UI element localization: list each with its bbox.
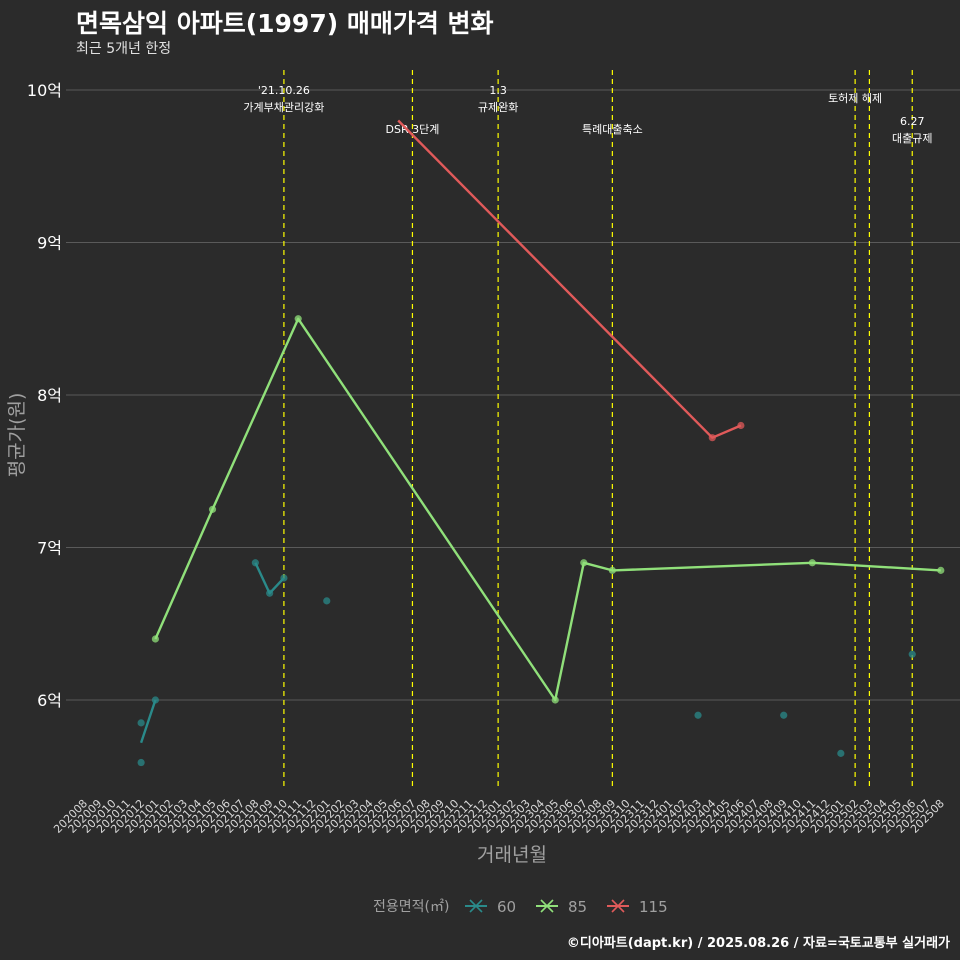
series-85-point	[208, 505, 217, 513]
legend-label-115: 115	[639, 898, 668, 916]
legend-key-60-x2	[469, 899, 483, 913]
legend-key-115-x2	[611, 899, 625, 913]
series-60-point	[837, 749, 845, 757]
series-85-point	[551, 696, 559, 704]
series-60-line	[254, 562, 285, 595]
series-115-line	[397, 119, 742, 439]
legend-label-60: 60	[497, 898, 516, 916]
series-60-point	[266, 589, 274, 597]
chart-title: 면목삼익 아파트(1997) 매매가격 변화	[76, 9, 494, 38]
series-60-point	[251, 559, 259, 567]
event-label: DSR 3단계	[386, 123, 440, 136]
series-60-point	[908, 650, 916, 658]
series-60-point	[323, 597, 331, 605]
x-axis-ticks: 2020082020092020102020112020122021012021…	[51, 797, 947, 836]
event-label: '21.10.26	[258, 84, 310, 97]
event-label: 대출규제	[892, 132, 932, 145]
series-lines	[139, 119, 941, 744]
event-label: 가계부채관리강화	[243, 101, 324, 114]
legend-title: 전용면적(㎡)	[373, 899, 449, 915]
series-60-point	[137, 719, 145, 727]
series-85-line	[154, 317, 941, 702]
y-tick-label: 6억	[37, 691, 62, 710]
event-label: 6.27	[900, 115, 925, 128]
series-85-point	[580, 559, 588, 567]
data-points	[137, 315, 945, 767]
series-85-point	[808, 559, 816, 567]
y-axis-label: 평균가(원)	[6, 393, 28, 478]
y-tick-label: 9억	[37, 234, 62, 253]
series-85-point	[937, 566, 945, 574]
event-label: 1.3	[489, 84, 507, 97]
legend: 전용면적(㎡) 60 85 115	[373, 898, 668, 916]
series-60-point	[280, 574, 288, 582]
series-60-line	[139, 699, 157, 744]
event-label: 특례대출축소	[582, 123, 643, 136]
series-115-point	[737, 421, 745, 430]
series-60-point	[137, 758, 145, 767]
y-tick-label: 7억	[37, 539, 62, 558]
source-caption: ©디아파트(dapt.kr) / 2025.08.26 / 자료=국토교통부 실…	[566, 936, 950, 951]
series-85-point	[294, 315, 302, 323]
series-85-point	[151, 635, 159, 643]
series-115-point	[708, 434, 716, 442]
y-tick-label: 10억	[27, 81, 62, 100]
grid-lines	[66, 89, 960, 701]
chart-subtitle: 최근 5개년 한정	[76, 41, 172, 57]
series-60-point	[780, 711, 788, 719]
legend-label-85: 85	[568, 898, 587, 916]
series-60-point	[694, 711, 702, 719]
series-85-point	[608, 566, 616, 574]
x-axis-label: 거래년월	[477, 844, 547, 866]
legend-key-85-x2	[540, 899, 554, 913]
y-axis-ticks: 6억 7억 8억 9억 10억	[27, 81, 62, 710]
series-60-point	[151, 696, 159, 704]
event-label: 토허제 해제	[828, 91, 882, 105]
y-tick-label: 8억	[37, 386, 62, 405]
event-label: 규제완화	[478, 101, 518, 114]
